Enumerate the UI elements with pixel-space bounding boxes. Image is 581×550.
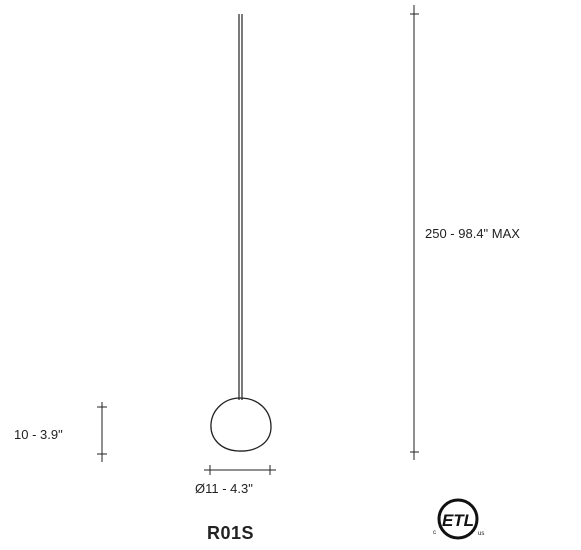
etl-left-mark: c — [433, 530, 436, 536]
suspension-cable — [238, 14, 243, 400]
diameter-dimension — [204, 465, 276, 475]
bulb-height-dimension — [97, 402, 107, 462]
etl-mark-text: ETL — [442, 511, 474, 530]
overall-height-label: 250 - 98.4" MAX — [425, 226, 520, 241]
diameter-label: Ø11 - 4.3" — [195, 481, 253, 496]
glass-shade — [210, 397, 272, 452]
etl-certification-logo: ETL c us — [433, 498, 484, 540]
model-name: R01S — [207, 523, 255, 543]
bulb-height-label: 10 - 3.9" — [14, 427, 63, 442]
etl-right-mark: us — [478, 531, 484, 537]
overall-height-dimension — [410, 5, 419, 460]
